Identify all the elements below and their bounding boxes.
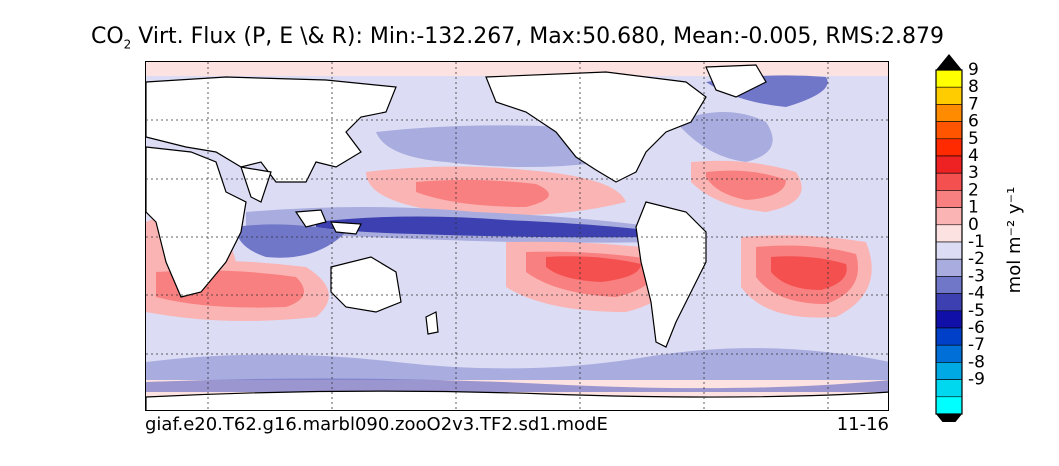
colorbar-segment — [935, 327, 963, 346]
colorbar-tick-label: 0 — [968, 215, 979, 235]
north-atlantic-negative — [676, 112, 773, 162]
land-eurasia — [146, 76, 397, 183]
colorbar-tick-label: -9 — [968, 370, 985, 390]
equatorial-band-inner — [316, 216, 646, 238]
colorbar-tick-label: -1 — [968, 232, 985, 252]
land-north-america — [485, 71, 707, 183]
colorbar-tick-label: 3 — [968, 163, 979, 183]
north-atlantic-gyre-inner — [706, 170, 786, 200]
continents — [146, 64, 888, 410]
figure-title: CO2 Virt. Flux (P, E \& R): Min:-132.267… — [0, 24, 1035, 51]
colorbar-segment — [935, 241, 963, 260]
colorbar-segment — [935, 344, 963, 363]
colorbar-segment — [935, 138, 963, 157]
land-new-guinea — [329, 221, 362, 235]
indian-ocean-equatorial-negative — [236, 224, 346, 258]
south-pacific-gyre-core — [546, 256, 641, 282]
colorbar-segment — [935, 396, 963, 415]
arctic-band — [146, 62, 888, 76]
date-range-label: 11-16 — [836, 414, 889, 435]
colorbar-tick-label: -5 — [968, 301, 985, 321]
land-australia — [330, 256, 402, 313]
colorbar-segment — [935, 69, 963, 88]
colorbar-segment — [935, 207, 963, 226]
colorbar-tick-label: 6 — [968, 112, 979, 132]
gridlines — [146, 62, 888, 410]
land-borneo — [294, 209, 327, 228]
colorbar-tick-label: -3 — [968, 266, 985, 286]
colorbar-tick-label: 2 — [968, 180, 979, 200]
title-subscript: 2 — [123, 37, 132, 52]
colorbar-tick-label: 7 — [968, 94, 979, 114]
colorbar-tick-label: 8 — [968, 77, 979, 97]
colorbar-tick-label: -2 — [968, 249, 985, 269]
colorbar-segment — [935, 258, 963, 277]
colorbar-under-triangle — [936, 414, 962, 422]
colorbar-tick-label: -4 — [968, 284, 985, 304]
colorbar-tick-label: -7 — [968, 335, 985, 355]
colorbar-segment — [935, 155, 963, 174]
colorbar-segment — [935, 121, 963, 140]
southern-ocean-negative-band — [146, 348, 888, 380]
colorbar-segment — [935, 86, 963, 105]
north-pacific-gyre-inner — [416, 179, 549, 207]
colorbar-tick-label: 9 — [968, 60, 979, 80]
colorbar-tick-label: 4 — [968, 146, 979, 166]
colorbar-segment — [935, 362, 963, 380]
south-atlantic-gyre-core — [771, 256, 847, 290]
colorbar-segment — [935, 190, 963, 208]
north-pacific-negative — [376, 125, 608, 167]
colorbar-tick-label: 5 — [968, 129, 979, 149]
colorbar-outline — [935, 69, 963, 415]
colorbar-segment — [935, 293, 963, 312]
land-antarctica — [146, 390, 888, 410]
colorbar-over-triangle — [936, 54, 962, 70]
title-prefix: CO — [90, 24, 124, 49]
land-india — [240, 166, 272, 203]
colorbar-units-label: mol m⁻² y⁻¹ — [1004, 187, 1025, 294]
map-panel — [145, 61, 889, 411]
colorbar-tick-label: -8 — [968, 352, 985, 372]
land-new-zealand — [425, 311, 439, 335]
colorbar-segment — [935, 379, 963, 398]
land-africa — [146, 146, 247, 298]
ocean-flux-map — [146, 62, 888, 410]
colorbar-tick-label: -6 — [968, 318, 985, 338]
colorbar-tick-label: 1 — [968, 198, 979, 218]
colorbar-units-text: mol m⁻² y⁻¹ — [1004, 187, 1025, 294]
land-south-america — [635, 201, 707, 348]
land-greenland — [705, 64, 767, 98]
case-name-label: giaf.e20.T62.g16.marbl090.zooO2v3.TF2.sd… — [145, 414, 608, 435]
colorbar-segment — [935, 172, 963, 191]
title-text: Virt. Flux (P, E \& R): Min:-132.267, Ma… — [138, 24, 945, 49]
southern-ocean-strong-negative — [146, 378, 888, 392]
colorbar-segment — [935, 224, 963, 243]
colorbar-segment — [935, 276, 963, 294]
colorbar-segment — [935, 310, 963, 329]
colorbar-segment — [935, 104, 963, 122]
